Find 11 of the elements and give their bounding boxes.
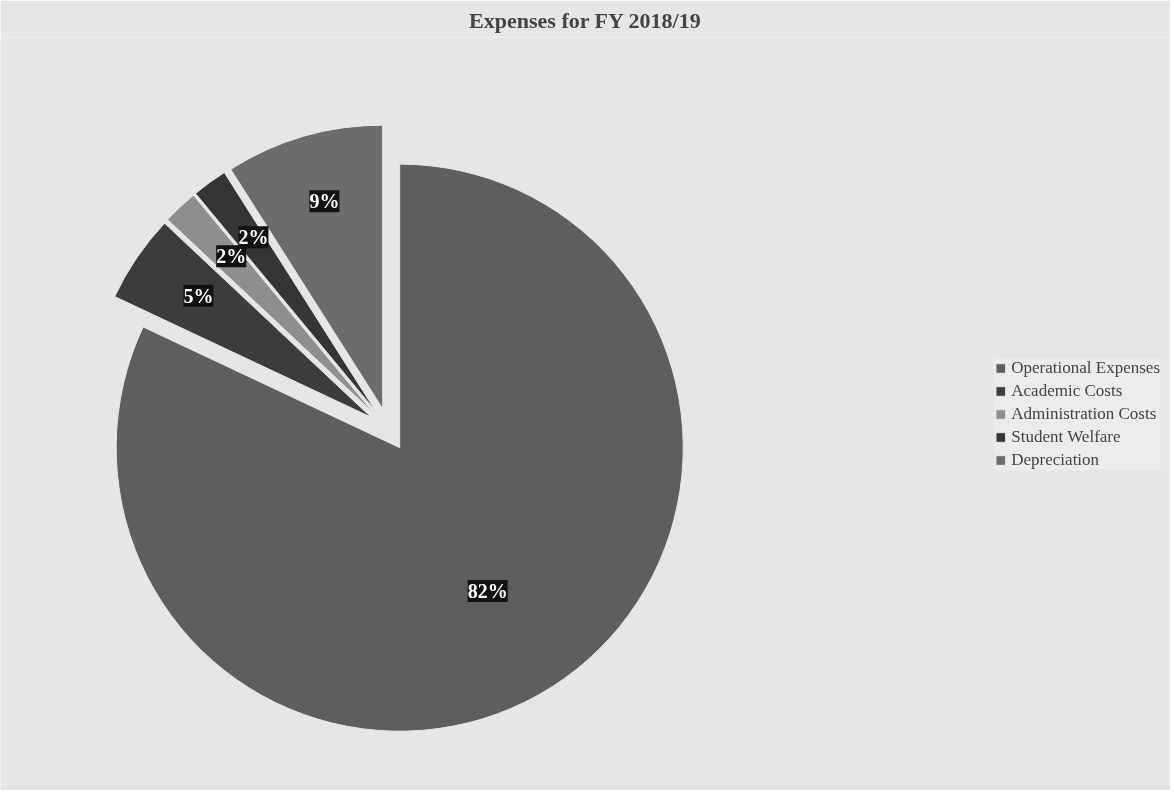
data-label: 2% [216,245,247,268]
data-label: 2% [238,226,269,249]
data-label: 5% [183,284,214,307]
data-label: 82% [467,579,508,602]
legend-label: Student Welfare [1011,426,1121,447]
legend-label: Academic Costs [1011,380,1123,401]
legend-label: Operational Expenses [1011,357,1160,378]
legend-label: Administration Costs [1011,403,1157,424]
data-label: 9% [309,190,340,213]
chart-title: Expenses for FY 2018/19 [469,7,701,33]
legend-label: Depreciation [1011,449,1100,470]
